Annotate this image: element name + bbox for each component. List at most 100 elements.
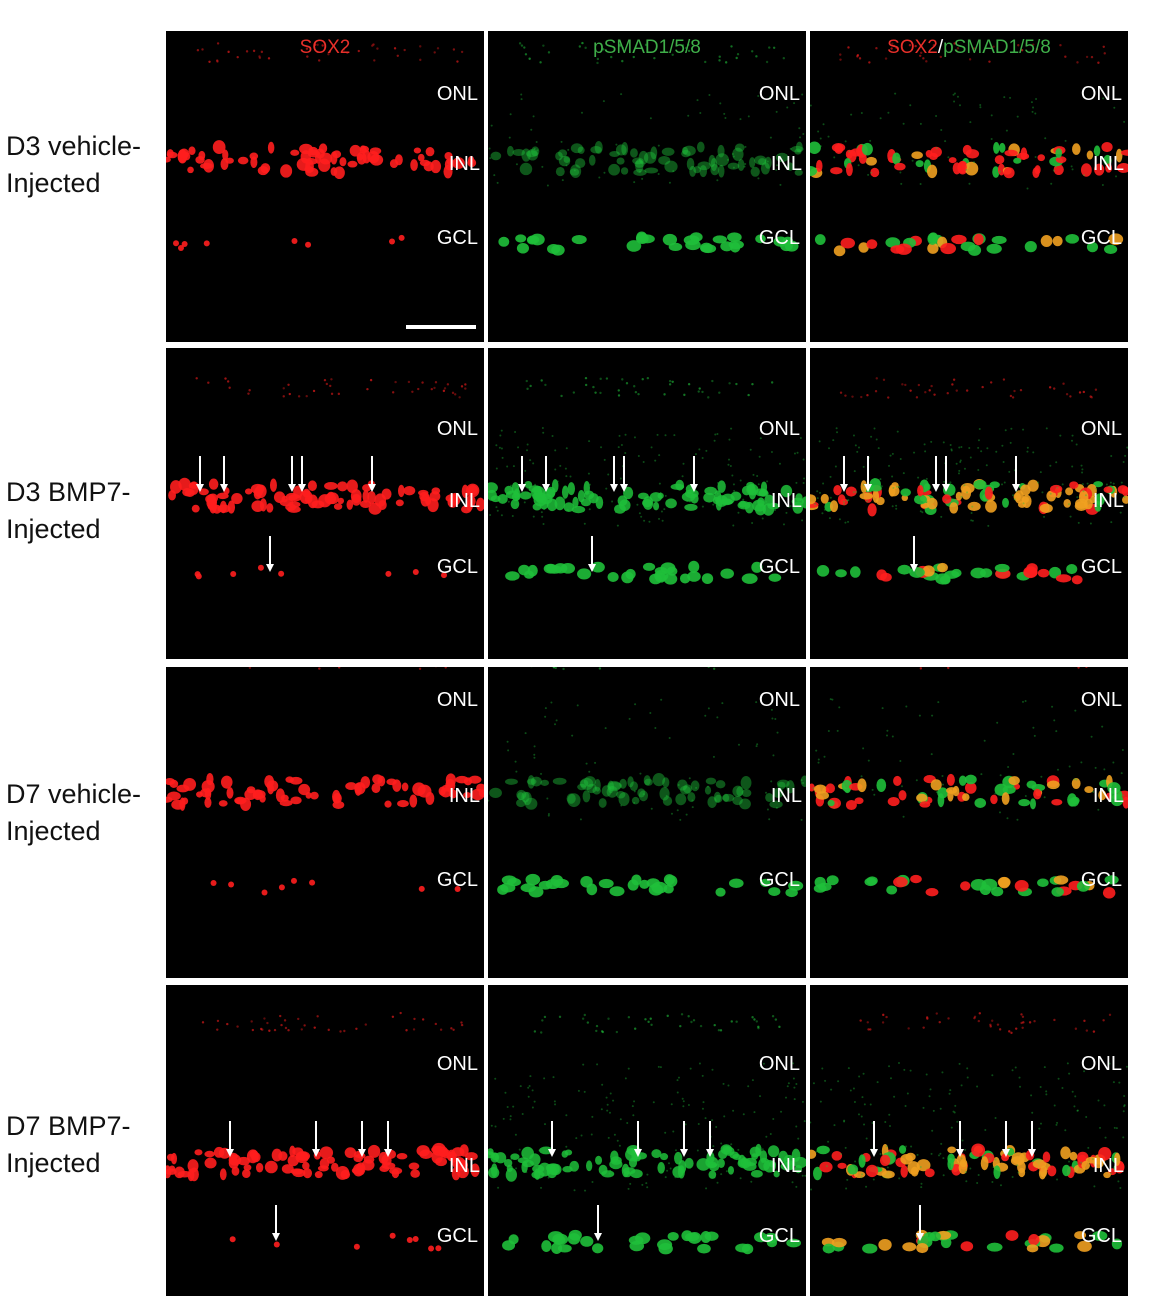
cell-nucleus: [665, 498, 677, 509]
cell-nucleus: [1072, 143, 1081, 155]
cell-nucleus: [830, 1088, 833, 1091]
cell-nucleus: [1024, 794, 1027, 797]
cell-nucleus: [632, 55, 635, 59]
cell-nucleus: [819, 1161, 833, 1173]
cell-nucleus: [1040, 775, 1043, 778]
cell-nucleus: [713, 439, 716, 442]
cell-nucleus: [1102, 1019, 1105, 1022]
cell-nucleus: [540, 511, 543, 514]
cell-nucleus: [310, 791, 319, 800]
cell-nucleus: [827, 135, 830, 138]
cell-nucleus: [866, 394, 869, 397]
cell-nucleus: [925, 60, 928, 63]
cell-nucleus: [651, 1149, 662, 1159]
cell-nucleus: [1007, 765, 1010, 768]
cell-nucleus: [643, 519, 646, 522]
cell-nucleus: [717, 1029, 721, 1032]
cell-nucleus: [1122, 1136, 1125, 1139]
cell-nucleus: [532, 1164, 545, 1173]
cell-nucleus: [1004, 429, 1007, 432]
cell-nucleus: [917, 476, 920, 479]
arrow-indicator: [226, 1121, 234, 1157]
cell-nucleus: [412, 1028, 416, 1031]
cell-nucleus: [986, 243, 1002, 254]
cell-nucleus: [295, 1151, 309, 1164]
cell-nucleus: [929, 1088, 932, 1091]
arrow-indicator: [548, 1121, 556, 1157]
cell-nucleus: [692, 1019, 696, 1022]
cell-nucleus: [870, 167, 880, 178]
cell-nucleus: [662, 777, 670, 788]
cell-nucleus: [287, 383, 290, 386]
cell-nucleus: [968, 182, 971, 185]
cell-nucleus: [816, 565, 830, 577]
cell-nucleus: [672, 1130, 675, 1133]
row-label-d3-vehicle: D3 vehicle- Injected: [6, 128, 141, 202]
cell-nucleus: [915, 779, 918, 782]
cell-nucleus: [732, 785, 744, 797]
cell-nucleus: [1075, 443, 1078, 446]
cell-nucleus: [754, 501, 757, 504]
cell-nucleus: [515, 503, 518, 506]
cell-nucleus: [1002, 785, 1016, 795]
cell-nucleus: [356, 151, 367, 165]
cell-nucleus: [396, 54, 399, 58]
cell-nucleus: [565, 1145, 568, 1148]
arrow-indicator: [634, 1121, 642, 1157]
cell-nucleus: [713, 791, 722, 803]
cell-nucleus: [699, 111, 702, 114]
cell-nucleus: [831, 1237, 847, 1248]
cell-nucleus: [757, 1025, 760, 1029]
cell-nucleus: [1055, 461, 1058, 464]
cell-nucleus: [802, 133, 805, 136]
cell-nucleus: [951, 383, 954, 386]
cell-nucleus: [964, 1171, 967, 1174]
cell-nucleus: [895, 507, 898, 510]
cell-nucleus: [857, 1113, 860, 1116]
cell-nucleus: [659, 786, 670, 801]
cell-nucleus: [703, 492, 716, 503]
cell-nucleus: [735, 382, 738, 386]
cell-nucleus: [1103, 154, 1112, 166]
cell-nucleus: [465, 483, 480, 498]
cell-nucleus: [298, 783, 311, 796]
cell-nucleus: [670, 483, 685, 490]
cell-nucleus: [819, 145, 822, 148]
cell-nucleus: [777, 781, 786, 790]
cell-nucleus: [681, 44, 685, 47]
cell-nucleus: [1093, 1185, 1096, 1188]
cell-nucleus: [1065, 393, 1069, 396]
cell-nucleus: [881, 707, 884, 710]
cell-nucleus: [980, 773, 983, 776]
cell-nucleus: [928, 1095, 931, 1098]
cell-nucleus: [1014, 880, 1029, 892]
cell-nucleus: [815, 749, 818, 752]
cell-nucleus: [290, 796, 302, 805]
cell-nucleus: [216, 59, 219, 62]
cell-nucleus: [803, 1120, 806, 1123]
cell-nucleus: [866, 239, 878, 250]
cell-nucleus: [391, 1015, 395, 1019]
cell-nucleus: [966, 1076, 969, 1079]
cell-nucleus: [860, 1176, 863, 1179]
cell-nucleus: [430, 159, 442, 174]
cell-nucleus: [760, 481, 768, 493]
cell-nucleus: [1051, 705, 1054, 708]
cell-nucleus: [718, 164, 725, 178]
cell-nucleus: [922, 565, 935, 577]
cell-nucleus: [635, 158, 644, 173]
cell-nucleus: [1056, 768, 1059, 771]
cell-nucleus: [694, 494, 697, 497]
cell-nucleus: [766, 808, 769, 811]
row-label-line2: Injected: [6, 514, 101, 544]
cell-nucleus: [565, 447, 568, 450]
cell-nucleus: [779, 183, 782, 186]
cell-nucleus: [900, 488, 911, 497]
cell-nucleus: [989, 481, 1000, 489]
cell-nucleus: [573, 169, 576, 172]
cell-nucleus: [981, 385, 984, 389]
cell-nucleus: [1035, 98, 1038, 101]
cell-nucleus: [846, 1178, 849, 1181]
cell-nucleus: [952, 492, 955, 495]
cell-nucleus: [860, 395, 863, 399]
